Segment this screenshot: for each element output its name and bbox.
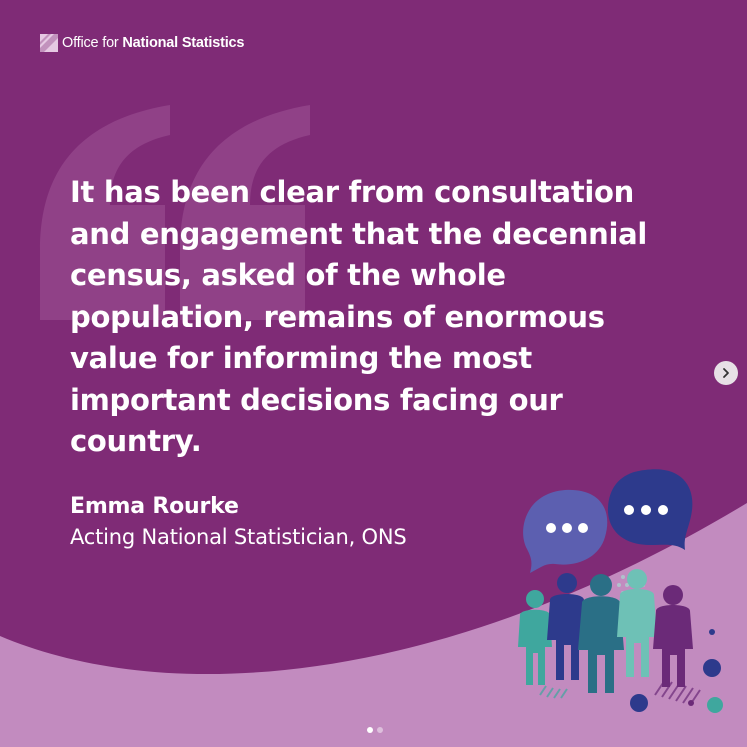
author-role: Acting National Statistician, ONS xyxy=(70,525,407,549)
person-dark-teal-icon xyxy=(578,574,624,693)
ons-logo[interactable]: Office for National Statistics xyxy=(40,34,244,52)
person-teal-icon xyxy=(518,590,552,685)
next-slide-button[interactable] xyxy=(714,361,738,385)
people-speech-bubbles-illustration xyxy=(518,469,723,713)
ons-logo-text: Office for National Statistics xyxy=(62,35,245,51)
person-purple-icon xyxy=(653,585,693,687)
decor-circle xyxy=(630,694,648,712)
person-light-teal-icon xyxy=(617,569,657,677)
ons-logo-icon xyxy=(40,34,58,52)
carousel-pagination xyxy=(367,727,383,733)
quote-text: It has been clear from consultation and … xyxy=(70,175,648,458)
author-name: Emma Rourke xyxy=(70,494,239,519)
decor-circle xyxy=(688,700,694,706)
pagination-dot-2[interactable] xyxy=(377,727,383,733)
decorative-quote-mark-icon xyxy=(40,105,310,320)
chevron-right-icon xyxy=(723,368,729,378)
quote-attribution: Emma Rourke Acting National Statistician… xyxy=(70,492,407,552)
background-wave xyxy=(0,503,747,747)
decor-circle xyxy=(709,629,715,635)
decor-circle xyxy=(703,659,721,677)
pagination-dot-1[interactable] xyxy=(367,727,373,733)
decor-circle xyxy=(707,697,723,713)
person-navy-icon xyxy=(547,573,587,680)
